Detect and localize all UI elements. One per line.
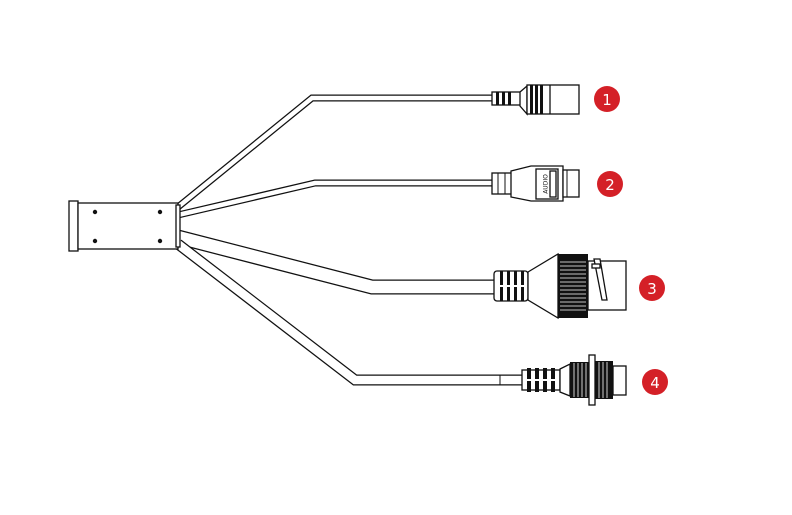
badge-1-circle bbox=[594, 86, 620, 112]
connector-2-audio: AUDIO bbox=[491, 165, 580, 202]
badge-3-circle bbox=[639, 275, 665, 301]
badge-2-number: 2 bbox=[605, 176, 615, 194]
badge-2: 2 bbox=[597, 171, 623, 197]
badge-3-number: 3 bbox=[647, 280, 657, 298]
connector-4-aviation bbox=[521, 354, 627, 406]
cable-3 bbox=[176, 229, 497, 295]
badge-3: 3 bbox=[639, 275, 665, 301]
connector-1-dc-jack bbox=[491, 84, 580, 116]
cable-2 bbox=[177, 179, 492, 219]
badge-4-number: 4 bbox=[650, 374, 660, 392]
audio-label: AUDIO bbox=[543, 174, 550, 194]
badge-4-circle bbox=[642, 369, 668, 395]
badge-2-circle bbox=[597, 171, 623, 197]
cable-1 bbox=[175, 94, 492, 210]
badge-1-number: 1 bbox=[602, 91, 612, 109]
cable-4 bbox=[174, 239, 522, 386]
connector-3-rj45 bbox=[493, 252, 627, 320]
badge-4: 4 bbox=[642, 369, 668, 395]
badge-1: 1 bbox=[594, 86, 620, 112]
cables bbox=[174, 94, 522, 386]
junction-box bbox=[68, 200, 181, 252]
